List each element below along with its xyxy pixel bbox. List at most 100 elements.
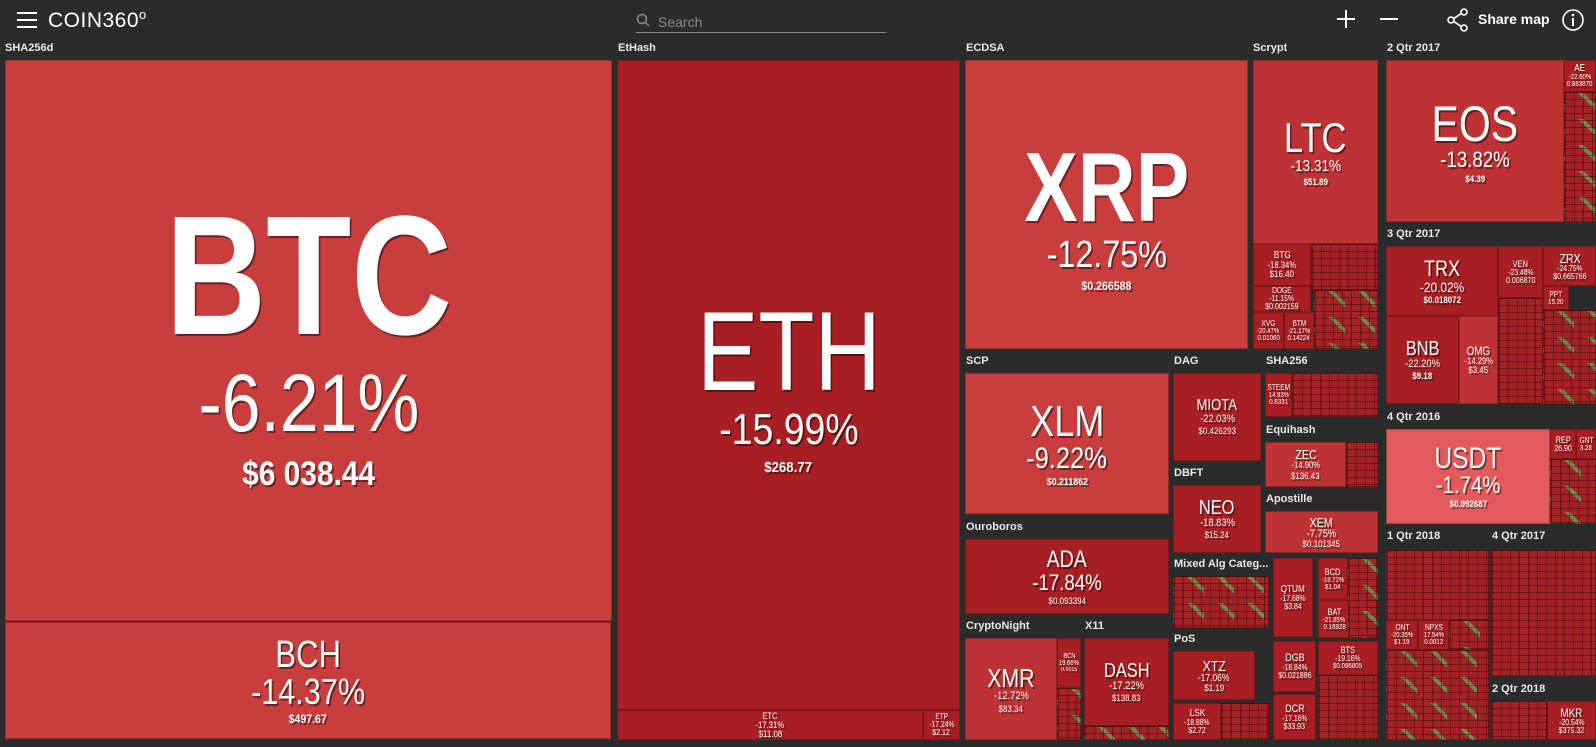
- small-coins-cluster[interactable]: [1564, 92, 1596, 222]
- coin-symbol: MIOTA: [1196, 397, 1238, 414]
- coin-symbol: BTM: [1292, 318, 1306, 328]
- small-coins-cluster[interactable]: [1318, 675, 1378, 740]
- plus-icon[interactable]: [1335, 8, 1357, 30]
- coin-tile-usdt[interactable]: USDT -1.74% $0.992687: [1386, 429, 1550, 524]
- coin-change: -17.16%: [1281, 713, 1308, 723]
- share-icon[interactable]: [1446, 8, 1470, 32]
- coin-price: $16.40: [1269, 269, 1295, 279]
- coin-change: -15.99%: [718, 404, 859, 454]
- coin-tile-xmr[interactable]: XMR -12.72% $83.34: [965, 638, 1057, 740]
- coin-tile-xlm[interactable]: XLM -9.22% $0.211862: [965, 373, 1169, 514]
- coin-tile-bat[interactable]: BAT -21.85% 0.16928: [1318, 600, 1351, 638]
- coin-tile-ven[interactable]: VEN -23.48% 0.006870: [1498, 246, 1543, 298]
- coin-tile-btg[interactable]: BTG -18.34% $16.40: [1253, 244, 1311, 286]
- search-box: [636, 10, 886, 34]
- small-coins-cluster[interactable]: [1491, 701, 1547, 740]
- coin-tile-dcr[interactable]: DCR -17.16% $33.93: [1273, 694, 1316, 740]
- coin-tile-dgb[interactable]: DGB -18.84% $0.021886: [1273, 641, 1316, 692]
- small-coins-cluster[interactable]: [1348, 558, 1378, 638]
- small-coins-cluster[interactable]: [1346, 442, 1378, 487]
- coin-tile-ada[interactable]: ADA -17.84% $0.093394: [965, 539, 1169, 614]
- small-coins-cluster[interactable]: [1084, 726, 1169, 740]
- coin-price: $138.83: [1112, 693, 1141, 703]
- group-label-sha256d: SHA256d: [5, 42, 54, 54]
- coin-tile-steem[interactable]: STEEM 14.93% 0.8331: [1265, 373, 1292, 417]
- app-logo[interactable]: COIN360o: [48, 7, 147, 33]
- coin-tile-bts[interactable]: BTS -19.16% $0.096805: [1318, 641, 1378, 675]
- coin-tile-btc[interactable]: BTC -6.21% $6 038.44: [5, 60, 612, 621]
- coin-change: -6.21%: [198, 357, 419, 449]
- small-coins-cluster[interactable]: [1550, 459, 1596, 524]
- minus-icon[interactable]: [1378, 8, 1400, 30]
- share-map-button[interactable]: Share map: [1478, 11, 1550, 27]
- app-title: COIN360: [48, 9, 140, 32]
- small-coins-cluster[interactable]: [1498, 298, 1543, 404]
- coin-tile-rep[interactable]: REP 26.90: [1550, 429, 1576, 459]
- coin-symbol: BTS: [1340, 645, 1356, 655]
- coin-tile-eos[interactable]: EOS -13.82% $4.39: [1386, 60, 1564, 222]
- small-coins-cluster[interactable]: [1449, 620, 1489, 650]
- coin-price: 0.01060: [1257, 334, 1280, 342]
- small-coins-cluster[interactable]: [1057, 688, 1081, 740]
- small-coins-cluster[interactable]: [1311, 244, 1378, 290]
- small-coins-cluster[interactable]: [1491, 550, 1596, 676]
- small-coins-cluster[interactable]: [1386, 550, 1489, 620]
- coin-change: -18.88%: [1184, 717, 1210, 727]
- coin-tile-ae[interactable]: AE -22.60% 0.883870: [1564, 60, 1596, 92]
- coin-price: $83.34: [998, 703, 1024, 714]
- coin-tile-ont[interactable]: ONT -20.35% $1.19: [1386, 620, 1418, 650]
- coin-tile-etc[interactable]: ETC -17.31% $11.08: [617, 710, 923, 740]
- coin-tile-neo[interactable]: NEO -18.83% $15.24: [1173, 485, 1261, 553]
- coin-tile-xtz[interactable]: XTZ -17.06% $1.19: [1173, 651, 1255, 700]
- coin-tile-bcd[interactable]: BCD -18.72% $1.04: [1318, 558, 1348, 600]
- coin-symbol: ETP: [935, 712, 948, 721]
- coin-change: -14.37%: [251, 671, 365, 712]
- coin-tile-ltc[interactable]: LTC -13.31% $51.89: [1253, 60, 1378, 244]
- coin-tile-bcn[interactable]: BCN 19.66% 0.0015: [1057, 638, 1081, 688]
- coin-price: $1.19: [1394, 639, 1410, 646]
- coin-change: -17.24%: [928, 720, 955, 729]
- coin-price: $2.12: [932, 728, 951, 737]
- coin-change: -22.60%: [1568, 74, 1592, 81]
- group-label-q1-2018: 1 Qtr 2018: [1387, 530, 1441, 542]
- group-label-dag: DAG: [1174, 355, 1199, 367]
- coin-tile-zrx[interactable]: ZRX -24.75% $0.665766: [1543, 246, 1596, 286]
- coin-change: -17.22%: [1109, 680, 1144, 692]
- coin-tile-eth[interactable]: ETH -15.99% $268.77: [617, 60, 960, 710]
- coin-tile-lsk[interactable]: LSK -18.88% $2.72: [1173, 703, 1221, 740]
- group-label-apostille: Apostille: [1266, 493, 1313, 505]
- menu-icon[interactable]: [17, 12, 37, 28]
- small-coins-cluster[interactable]: [1173, 576, 1269, 628]
- coin-tile-qtum[interactable]: QTUM -17.68% $3.84: [1273, 558, 1313, 637]
- coin-tile-btm[interactable]: BTM -21.17% 0.14224: [1284, 312, 1314, 349]
- small-coins-cluster[interactable]: [1386, 650, 1489, 740]
- coin-tile-xem[interactable]: XEM -7.75% $0.101345: [1265, 511, 1378, 553]
- coin-price: $0.093394: [1048, 595, 1086, 606]
- coin-tile-dash[interactable]: DASH -17.22% $138.83: [1084, 638, 1169, 726]
- search-input[interactable]: [656, 10, 885, 34]
- coin-tile-xvg[interactable]: XVG -20.47% 0.01060: [1253, 312, 1284, 349]
- coin-tile-omg[interactable]: OMG -14.29% $3.45: [1459, 316, 1498, 404]
- small-coins-cluster[interactable]: [1221, 703, 1269, 740]
- coin-tile-mkr[interactable]: MKR -20.54% $375.32: [1547, 701, 1596, 740]
- coin-tile-bnb[interactable]: BNB -22.20% $9.18: [1386, 316, 1459, 404]
- coin-symbol: BCH: [275, 634, 341, 676]
- coin-price: $1.19: [1204, 682, 1224, 693]
- small-coins-cluster[interactable]: [1543, 310, 1596, 404]
- coin-tile-doge[interactable]: DOGE -11.15% $0.002159: [1253, 286, 1311, 312]
- coin-tile-gnt[interactable]: GNT 3.28: [1576, 429, 1596, 459]
- coin-tile-trx[interactable]: TRX -20.02% $0.018072: [1386, 246, 1498, 316]
- small-coins-cluster[interactable]: [1314, 290, 1378, 349]
- info-icon[interactable]: [1561, 8, 1585, 32]
- coin-tile-miota[interactable]: MIOTA -22.03% $0.426293: [1173, 373, 1261, 461]
- small-coins-cluster[interactable]: [1292, 373, 1378, 417]
- coin-symbol: XMR: [987, 662, 1035, 693]
- coin-tile-xrp[interactable]: XRP -12.75% $0.266588: [965, 60, 1248, 349]
- coin-tile-npxs[interactable]: NPXS 17.54% 0.0012: [1418, 620, 1449, 650]
- coin-price: $15.24: [1204, 530, 1230, 540]
- coin-change: -22.03%: [1199, 413, 1235, 425]
- coin-tile-zec[interactable]: ZEC -14.90% $136.43: [1265, 442, 1346, 487]
- coin-tile-ppt[interactable]: PPT 15.20: [1543, 286, 1569, 310]
- coin-tile-bch[interactable]: BCH -14.37% $497.67: [5, 622, 611, 739]
- coin-tile-etp[interactable]: ETP -17.24% $2.12: [923, 710, 960, 740]
